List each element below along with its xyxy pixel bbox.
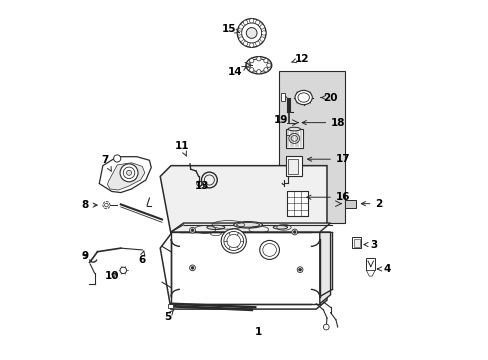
Text: 1: 1: [255, 327, 262, 337]
Circle shape: [189, 265, 195, 271]
Ellipse shape: [221, 229, 246, 253]
Text: 6: 6: [138, 251, 145, 265]
Bar: [171, 232, 319, 304]
Polygon shape: [160, 166, 326, 234]
Text: 4: 4: [377, 264, 390, 274]
Bar: [351, 237, 361, 248]
Ellipse shape: [294, 90, 312, 105]
Ellipse shape: [287, 127, 300, 131]
Text: 19: 19: [273, 115, 288, 125]
Circle shape: [249, 59, 253, 63]
Circle shape: [298, 268, 301, 271]
Circle shape: [237, 31, 241, 35]
Circle shape: [191, 229, 194, 231]
Text: 5: 5: [163, 310, 173, 322]
Circle shape: [255, 20, 260, 24]
Bar: [353, 239, 359, 247]
Circle shape: [249, 19, 253, 23]
Text: 18: 18: [302, 118, 345, 128]
Circle shape: [256, 57, 261, 61]
Bar: [344, 200, 355, 208]
Text: 15: 15: [222, 24, 239, 34]
Ellipse shape: [273, 226, 287, 229]
Circle shape: [323, 324, 328, 330]
Polygon shape: [319, 232, 330, 304]
Circle shape: [120, 267, 126, 274]
Circle shape: [260, 37, 264, 41]
Text: 20: 20: [320, 93, 337, 103]
Bar: [286, 191, 307, 216]
Bar: [278, 71, 344, 223]
Polygon shape: [171, 223, 330, 232]
Circle shape: [239, 25, 243, 29]
Text: 9: 9: [81, 251, 88, 261]
Circle shape: [249, 43, 253, 47]
Polygon shape: [99, 157, 151, 193]
Ellipse shape: [259, 240, 279, 260]
Circle shape: [249, 68, 253, 72]
Bar: [281, 93, 285, 101]
Ellipse shape: [233, 222, 262, 228]
Ellipse shape: [206, 225, 224, 229]
Circle shape: [246, 28, 257, 39]
Circle shape: [113, 155, 121, 162]
Circle shape: [291, 229, 297, 235]
Circle shape: [263, 59, 267, 63]
Circle shape: [297, 267, 303, 273]
Circle shape: [243, 20, 247, 24]
Text: 2: 2: [361, 199, 382, 209]
Bar: [366, 258, 374, 270]
Circle shape: [263, 68, 267, 72]
Bar: [168, 304, 172, 308]
Circle shape: [256, 69, 261, 74]
Circle shape: [261, 31, 265, 35]
Bar: [285, 156, 301, 176]
Polygon shape: [107, 163, 144, 190]
Circle shape: [120, 164, 138, 182]
Circle shape: [293, 230, 296, 233]
Text: 17: 17: [307, 154, 350, 164]
Circle shape: [246, 63, 250, 67]
Circle shape: [191, 266, 194, 269]
Circle shape: [260, 25, 264, 29]
Circle shape: [255, 41, 260, 46]
Text: 12: 12: [291, 54, 308, 64]
Polygon shape: [160, 234, 326, 309]
Circle shape: [243, 41, 247, 46]
Text: 10: 10: [105, 271, 120, 281]
Bar: [285, 129, 303, 148]
Circle shape: [266, 63, 270, 67]
Circle shape: [189, 227, 195, 233]
Text: 16: 16: [306, 192, 349, 202]
Circle shape: [239, 37, 243, 41]
Ellipse shape: [245, 57, 271, 74]
Text: 7: 7: [102, 155, 111, 171]
Text: 8: 8: [81, 200, 97, 210]
Bar: [287, 159, 298, 174]
Text: 13: 13: [195, 181, 209, 192]
Text: 11: 11: [174, 141, 188, 156]
Circle shape: [126, 170, 131, 175]
Text: 3: 3: [363, 239, 377, 249]
Polygon shape: [366, 270, 374, 276]
Text: 14: 14: [228, 67, 246, 77]
